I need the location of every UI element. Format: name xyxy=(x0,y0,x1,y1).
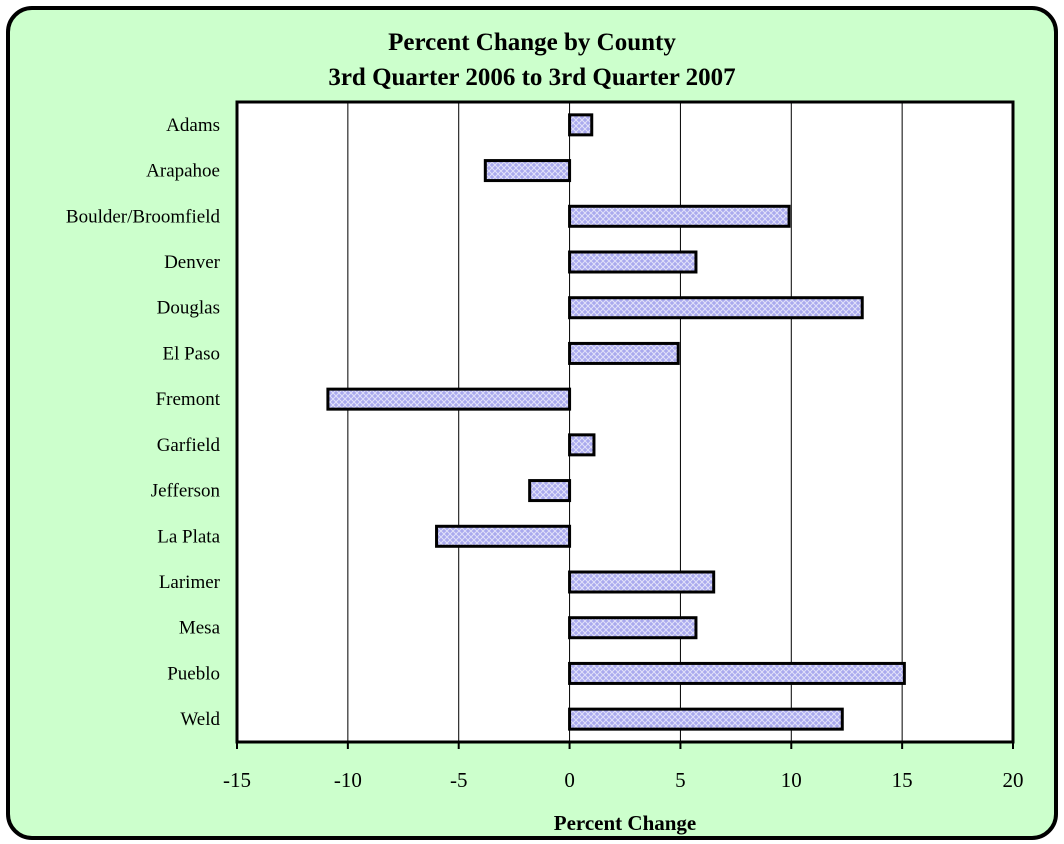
category-label: Jefferson xyxy=(151,481,221,502)
plot-area xyxy=(235,100,1015,744)
bars xyxy=(326,113,906,731)
category-label: Garfield xyxy=(157,435,221,456)
x-tick-label: 10 xyxy=(781,768,802,792)
x-tick-label: 5 xyxy=(675,768,686,792)
category-label: Larimer xyxy=(159,572,221,593)
bar xyxy=(568,433,596,457)
x-tick-label: 0 xyxy=(564,768,575,792)
x-tick-label: 20 xyxy=(1003,768,1024,792)
bar xyxy=(568,616,698,640)
bar xyxy=(568,341,680,365)
x-tick-label: -15 xyxy=(223,768,251,792)
category-label: El Paso xyxy=(162,343,220,364)
category-label: Douglas xyxy=(157,298,220,319)
chart-title: Percent Change by County xyxy=(388,29,676,56)
category-label: Boulder/Broomfield xyxy=(66,206,221,227)
category-labels: Adams Arapahoe Boulder/Broomfield Denver Dou… xyxy=(66,115,221,730)
bar xyxy=(435,524,572,548)
category-label: Adams xyxy=(166,115,220,136)
bar xyxy=(568,570,716,594)
category-label: Arapahoe xyxy=(146,161,220,182)
x-axis-title: Percent Change xyxy=(554,811,697,835)
category-label: Denver xyxy=(164,252,221,273)
x-tick-label: -5 xyxy=(450,768,468,792)
bar xyxy=(568,113,594,137)
bar xyxy=(528,479,572,503)
category-label: La Plata xyxy=(157,526,220,547)
bar xyxy=(568,204,791,228)
bar xyxy=(568,661,906,685)
bar xyxy=(568,250,698,274)
x-tick-label: -10 xyxy=(334,768,362,792)
bar xyxy=(483,159,572,183)
bar xyxy=(326,387,572,411)
x-tick-label: 15 xyxy=(892,768,913,792)
chart-subtitle: 3rd Quarter 2006 to 3rd Quarter 2007 xyxy=(328,64,735,91)
category-label: Weld xyxy=(180,709,220,730)
category-label: Mesa xyxy=(179,618,221,639)
category-label: Pueblo xyxy=(167,663,220,684)
category-label: Fremont xyxy=(156,389,221,410)
x-axis: -15 -10 -5 0 5 10 15 20 xyxy=(223,742,1024,792)
bar xyxy=(568,707,844,731)
bar xyxy=(568,296,864,320)
